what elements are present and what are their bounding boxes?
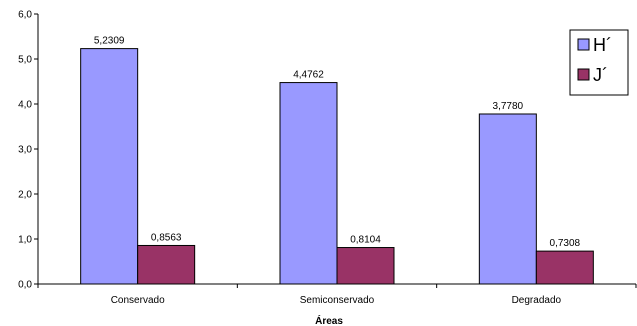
x-axis-title: Áreas [315,314,343,326]
data-label: 0,8104 [350,235,381,246]
category-label: Semiconservado [300,295,375,306]
y-tick-label: 5,0 [18,55,32,66]
y-axis: 0,0 1,0 2,0 3,0 4,0 5,0 6,0 [18,10,39,291]
y-tick-label: 4,0 [18,100,32,111]
y-tick-label: 3,0 [18,145,32,156]
data-label: 5,2309 [94,36,125,47]
legend-label: H´ [593,35,612,55]
legend-label: J´ [593,65,608,85]
legend: H´ J´ [569,29,629,96]
data-label: 0,8563 [151,232,182,243]
bar-j-degradado [535,250,594,285]
bar-h-degradado [478,113,537,285]
legend-swatch [577,68,590,81]
bar-h-semiconservado [279,82,338,285]
legend-swatch [577,38,590,51]
bar-h-conservado [80,48,139,285]
y-tick-label: 6,0 [18,10,32,21]
category-label: Degradado [512,295,562,306]
data-labels-group: 5,2309 0,8563 4,4762 0,8104 3,7780 0,7308 [94,36,581,250]
y-tick-label: 2,0 [18,190,32,201]
data-label: 4,4762 [293,70,324,81]
data-label: 3,7780 [493,101,524,112]
category-label: Conservado [111,295,165,306]
y-tick-label: 0,0 [18,280,32,291]
y-tick-label: 1,0 [18,235,32,246]
bars-group [80,48,594,285]
data-label: 0,7308 [550,238,581,249]
bar-j-conservado [137,244,196,285]
bar-j-semiconservado [336,247,395,285]
x-axis: Conservado Semiconservado Degradado [37,283,637,306]
